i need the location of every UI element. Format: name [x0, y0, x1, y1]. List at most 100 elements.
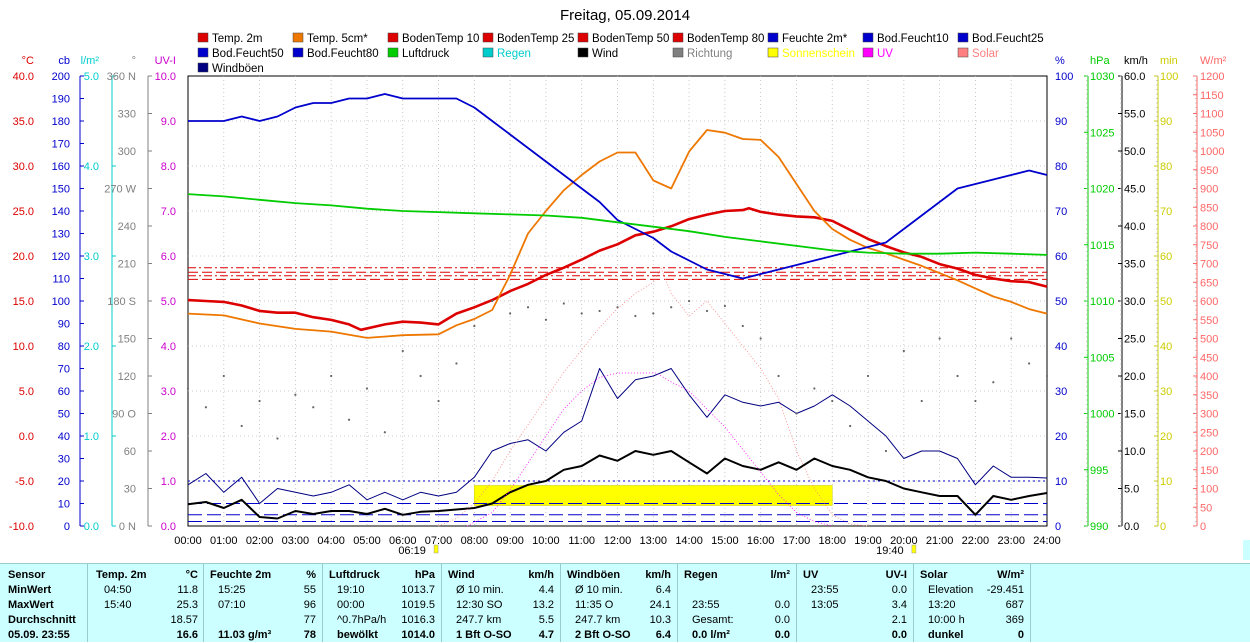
axis-tick-label: 40 — [1055, 341, 1067, 353]
direction-point — [455, 362, 458, 365]
axis-tick-label: 0 N — [119, 521, 136, 533]
direction-point — [312, 406, 315, 409]
axis-tick-label: 1000 — [1090, 409, 1114, 421]
axis-tick-label: 150 — [118, 334, 136, 346]
stats-unit: °C — [185, 569, 198, 581]
axis-tick-label: 70 — [1055, 206, 1067, 218]
stats-cell-label: 23:55 — [692, 599, 720, 611]
direction-point — [723, 304, 726, 308]
direction-point — [759, 337, 762, 340]
stats-col-feuchte: Feuchte 2m% 15:25 55 07:10 96 77 11.03 g/m³ 78 — [204, 564, 323, 642]
axis-tick-label: 550 — [1200, 315, 1218, 327]
axis-tick-label: 0.0 — [84, 521, 99, 533]
stats-cell-value: 0 — [1017, 629, 1024, 641]
direction-point — [401, 349, 404, 353]
axis-tick-label: 10.0 — [155, 71, 176, 83]
axis-tick-label: 1000 — [1200, 146, 1224, 158]
stats-cell-label: 10:00 h — [928, 614, 965, 626]
stats-header: Feuchte 2m — [210, 569, 272, 581]
direction-point — [866, 374, 870, 378]
legend-label: Temp. 5cm* — [307, 33, 368, 45]
legend-label: Feuchte 2m* — [782, 33, 848, 45]
axis-tick-label: 200 — [52, 71, 70, 83]
axis-tick-label: 2.0 — [84, 341, 99, 353]
direction-point — [365, 387, 369, 390]
direction-point — [383, 431, 386, 434]
axis-unit: UV-I — [155, 55, 176, 67]
axis-tick-label: 400 — [1200, 371, 1218, 383]
x-tick-label: 09:00 — [496, 535, 524, 547]
axis-tick-label: 100 — [52, 296, 70, 308]
axis-tick-label: 50 — [58, 409, 70, 421]
axis-tick-label: 4.0 — [84, 161, 99, 173]
legend-label: BodenTemp 25 — [497, 33, 574, 45]
stats-cell-label: 12:30 SO — [456, 599, 503, 611]
legend-swatch — [197, 32, 209, 43]
x-tick-label: 06:00 — [389, 535, 417, 547]
legend-label: Temp. 2m — [212, 33, 263, 45]
legend-label: Regen — [497, 48, 531, 60]
direction-point — [687, 299, 691, 303]
axis-tick-label: 10 — [1160, 476, 1172, 488]
stats-unit: km/h — [528, 569, 554, 581]
legend-label: Wind — [592, 48, 618, 60]
axis-tick-label: 30 — [58, 454, 70, 466]
stats-cell-value: 1016.3 — [401, 614, 435, 626]
axis-tick-label: -5.0 — [15, 476, 34, 488]
axis-tick-label: 35.0 — [1124, 259, 1145, 271]
legend-swatch — [767, 32, 779, 43]
axis-tick-label: 90 — [1055, 116, 1067, 128]
axis-tick-label: 50 — [1055, 296, 1067, 308]
stats-cell-value: 1014.0 — [401, 629, 435, 641]
direction-point — [258, 399, 261, 403]
legend-swatch — [957, 32, 969, 43]
axis-tick-label: 850 — [1200, 202, 1218, 214]
stats-header: Regen — [684, 569, 718, 581]
axis-tick-label: 15.0 — [1124, 409, 1145, 421]
direction-point — [562, 302, 565, 305]
series-wind — [187, 450, 1048, 520]
axis-tick-label: -10.0 — [9, 521, 34, 533]
axis-tick-label: 1030 — [1090, 71, 1114, 83]
stats-label-current: 05.09. 23:55 — [8, 629, 70, 641]
stats-cell-value: -29.451 — [986, 584, 1024, 596]
stats-cell-value: 55 — [303, 584, 316, 596]
axis-tick-label: 450 — [1200, 352, 1218, 364]
series-solar — [438, 268, 869, 527]
axis-tick-label: 10 — [1055, 476, 1067, 488]
stats-col-uv: UV UV-I 23:55 0.0 13:05 3.4 2.1 0.0 — [797, 564, 914, 642]
x-tick-label: 22:00 — [962, 535, 990, 547]
axis-tick-label: 60 — [1160, 251, 1172, 263]
axis-tick-label: 120 — [118, 371, 136, 383]
stats-cell-label: 13:05 — [811, 599, 839, 611]
stats-cell-value: 0.0 — [891, 629, 907, 641]
axis-tick-label: 1.0 — [84, 431, 99, 443]
axis-tick-label: 700 — [1200, 259, 1218, 271]
direction-point — [509, 312, 512, 315]
direction-point — [1045, 374, 1049, 378]
axis-unit: % — [1055, 55, 1065, 67]
statistics-table: Sensor MinWert MaxWert Durchschnitt 05.0… — [0, 563, 1250, 642]
series-feuchte-2m — [188, 93, 1048, 280]
axis-tick-label: 100 — [1160, 71, 1178, 83]
stats-label-max: MaxWert — [8, 599, 54, 611]
direction-point — [240, 424, 243, 428]
chart-legend: Temp. 2m Temp. 5cm* BodenTemp 10 BodenTemp … — [197, 32, 1044, 75]
axis-unit: cb — [58, 55, 70, 67]
stats-cell-value: 0.0 — [774, 599, 790, 611]
axis-tick-label: 1150 — [1200, 90, 1224, 102]
series-luftdruck — [187, 193, 1048, 256]
weather-chart: Freitag, 05.09.2014 Temp. 2m Temp. 5cm* Bo… — [9, 7, 1227, 557]
stats-cell-value: 687 — [1005, 599, 1024, 611]
x-tick-label: 00:00 — [174, 535, 202, 547]
x-tick-label: 02:00 — [246, 535, 274, 547]
scroll-indicator[interactable] — [1243, 540, 1250, 560]
legend-label: Solar — [972, 48, 999, 60]
axis-tick-label: 100 — [1055, 71, 1073, 83]
axis-tick-label: 1025 — [1090, 127, 1114, 139]
x-tick-label: 19:00 — [854, 535, 882, 547]
legend-swatch — [482, 47, 494, 58]
axis-tick-label: 140 — [52, 206, 70, 218]
direction-point — [634, 314, 637, 318]
axis-tick-label: 70 — [58, 364, 70, 376]
